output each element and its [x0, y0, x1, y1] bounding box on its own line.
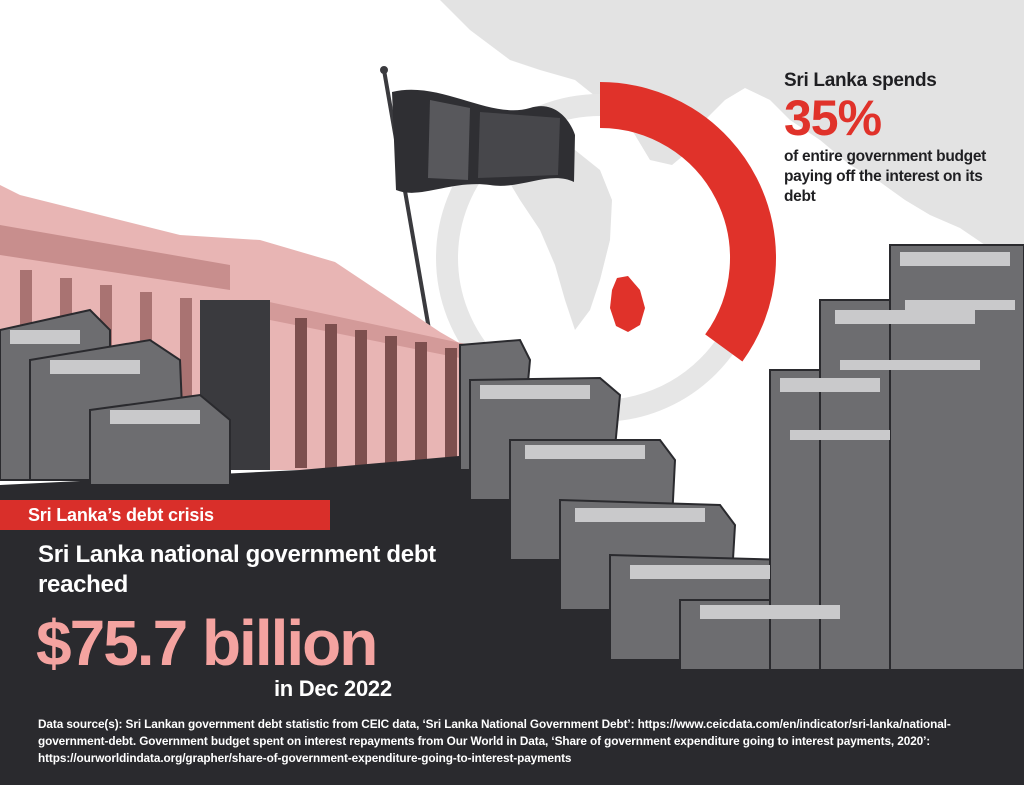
interest-share-value: 35%	[784, 90, 882, 146]
interest-share-description: of entire government budget paying off t…	[784, 148, 987, 205]
section-tag: Sri Lanka’s debt crisis	[0, 500, 330, 530]
world-map-icon	[440, 0, 1024, 330]
data-source-note: Data source(s): Sri Lankan government de…	[38, 717, 951, 765]
debt-headline: Sri Lanka national government debt reach…	[38, 541, 436, 598]
dark-foreground	[0, 455, 1024, 785]
interest-share-lead: Sri Lanka spends	[784, 70, 937, 91]
interest-share-callout: Sri Lanka spends 35% of entire governmen…	[784, 70, 1014, 207]
sri-lanka-map-icon	[610, 276, 645, 332]
donut-value-arc	[599, 82, 776, 362]
debt-amount: $75.7 billion	[36, 607, 378, 679]
debt-date: in Dec 2022	[274, 676, 392, 701]
money-stack-icon	[0, 244, 1024, 671]
sri-lanka-flag-icon	[380, 66, 575, 336]
